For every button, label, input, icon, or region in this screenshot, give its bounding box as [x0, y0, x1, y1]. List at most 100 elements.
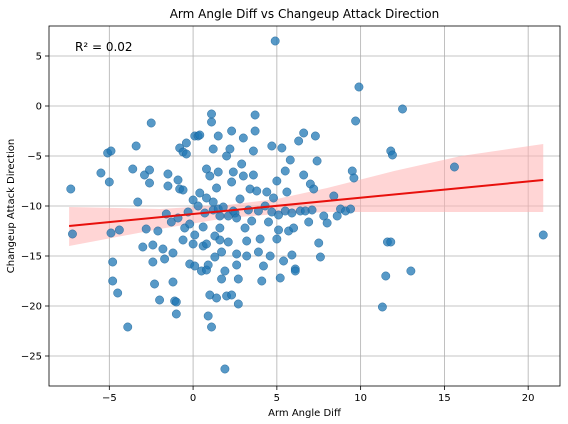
data-point	[195, 188, 205, 198]
data-point	[198, 222, 208, 232]
data-point	[215, 235, 225, 245]
x-axis-label: Arm Angle Diff	[268, 408, 342, 419]
chart-title: Arm Angle Diff vs Changeup Attack Direct…	[170, 7, 440, 21]
r-squared-annotation: R² = 0.02	[75, 40, 133, 54]
y-tick-label: −5	[27, 152, 42, 163]
data-point	[232, 249, 242, 259]
data-point	[207, 322, 216, 332]
data-point	[113, 288, 123, 298]
data-point	[227, 126, 237, 136]
data-point	[160, 254, 170, 264]
data-point	[274, 225, 283, 235]
data-point	[274, 210, 283, 220]
x-tick-label: 15	[438, 393, 451, 404]
data-point	[232, 213, 242, 223]
data-point	[128, 164, 138, 174]
data-point	[158, 244, 168, 254]
data-point	[272, 234, 282, 244]
data-point	[280, 166, 290, 176]
data-point	[238, 171, 248, 181]
data-point	[178, 235, 188, 245]
data-point	[264, 217, 273, 227]
data-point	[275, 273, 285, 283]
data-point	[307, 205, 317, 215]
data-point	[254, 247, 263, 257]
y-tick-label: −20	[21, 302, 42, 313]
data-point	[329, 191, 339, 201]
data-point	[351, 116, 360, 126]
y-tick-label: −25	[21, 352, 42, 363]
data-point	[133, 197, 143, 207]
data-point	[290, 266, 300, 276]
data-point	[148, 240, 158, 250]
data-point	[153, 226, 163, 236]
data-point	[232, 260, 242, 270]
x-tick-label: 10	[354, 393, 367, 404]
data-point	[145, 178, 154, 188]
data-point	[181, 138, 191, 148]
data-point	[68, 229, 77, 239]
data-point	[217, 274, 226, 284]
data-point	[108, 276, 118, 286]
data-point	[163, 181, 173, 191]
y-tick-label: 5	[36, 52, 42, 63]
data-point	[269, 193, 278, 203]
data-point	[243, 205, 253, 215]
data-point	[294, 136, 304, 146]
x-tick-label: 5	[274, 393, 280, 404]
data-point	[181, 149, 191, 159]
data-point	[272, 176, 282, 186]
data-point	[270, 36, 280, 46]
data-point	[168, 277, 178, 287]
data-point	[312, 156, 322, 166]
data-point	[185, 219, 195, 229]
data-point	[66, 184, 76, 194]
data-points	[66, 36, 548, 374]
x-tick-label: 20	[522, 393, 535, 404]
data-point	[287, 250, 297, 260]
data-point	[207, 117, 216, 127]
data-point	[233, 299, 243, 309]
data-point	[316, 252, 325, 262]
x-tick-label: 0	[190, 393, 196, 404]
data-point	[304, 217, 314, 227]
data-point	[223, 237, 233, 247]
data-point	[299, 170, 309, 180]
data-point	[208, 144, 218, 154]
data-point	[203, 311, 213, 321]
data-point	[155, 295, 164, 305]
data-point	[282, 187, 292, 197]
data-point	[150, 279, 159, 289]
regression-line	[69, 179, 544, 227]
data-point	[233, 274, 243, 284]
data-point	[287, 208, 297, 218]
data-point	[207, 109, 216, 119]
data-point	[138, 242, 148, 252]
data-point	[202, 239, 211, 249]
data-point	[171, 309, 181, 319]
data-point	[242, 236, 252, 246]
data-point	[242, 251, 252, 261]
data-point	[314, 238, 324, 248]
data-point	[322, 218, 332, 228]
data-point	[166, 217, 176, 227]
data-point	[195, 130, 205, 140]
data-point	[146, 118, 156, 128]
data-point	[285, 155, 295, 165]
data-point	[208, 197, 218, 207]
data-point	[213, 131, 223, 141]
data-point	[171, 297, 181, 307]
data-point	[190, 230, 200, 240]
data-point	[212, 293, 221, 303]
y-axis-label: Changeup Attack Direction	[6, 139, 17, 273]
data-point	[259, 261, 268, 271]
data-point	[188, 195, 198, 205]
data-point	[215, 211, 225, 221]
data-point	[178, 185, 188, 195]
data-point	[279, 256, 288, 266]
data-point	[248, 170, 258, 180]
data-point	[381, 271, 391, 281]
data-point	[538, 230, 548, 240]
data-point	[193, 201, 203, 211]
